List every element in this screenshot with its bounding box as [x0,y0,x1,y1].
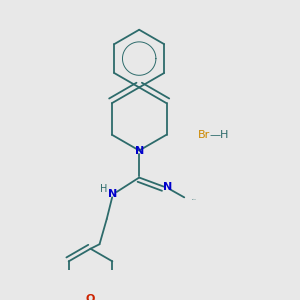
Text: H: H [100,184,108,194]
Text: Br: Br [198,130,210,140]
Text: O: O [86,294,95,300]
Text: N: N [164,182,172,191]
Text: methyl: methyl [191,199,196,200]
Text: —: — [209,130,220,140]
Text: N: N [135,146,144,155]
Text: H: H [220,130,228,140]
Text: N: N [107,189,117,199]
